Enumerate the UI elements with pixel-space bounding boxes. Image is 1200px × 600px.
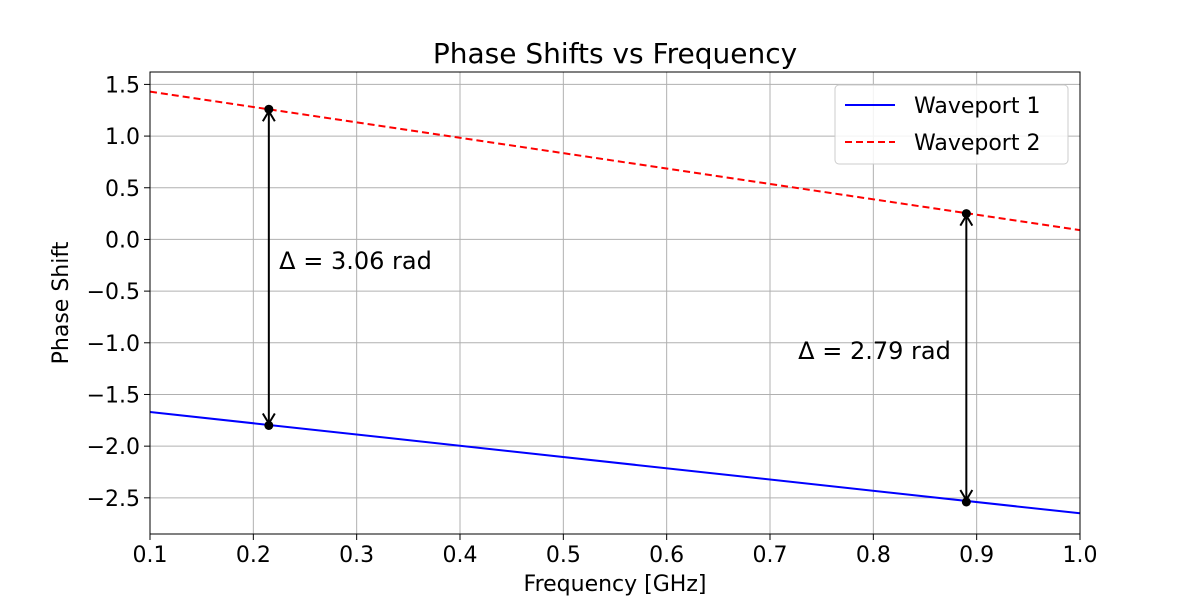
- y-axis-label: Phase Shift: [49, 241, 74, 364]
- delta-annotation-2-label: Δ = 2.79 rad: [798, 337, 951, 365]
- chart-title: Phase Shifts vs Frequency: [433, 37, 797, 70]
- y-axis-ticks: −2.5 −2.0 −1.5 −1.0 −0.5 0.0 0.5 1.0 1.5: [87, 73, 150, 512]
- x-tick-label: 0.9: [959, 543, 994, 568]
- x-axis-ticks: 0.1 0.2 0.3 0.4 0.5 0.6 0.7 0.8 0.9 1.0: [133, 534, 1098, 568]
- y-tick-label: 0.0: [105, 228, 140, 253]
- x-tick-label: 0.3: [339, 543, 374, 568]
- delta-annotation-2-marker-top: [961, 209, 971, 219]
- delta-annotation-1-label: Δ = 3.06 rad: [279, 247, 432, 275]
- y-tick-label: −1.5: [87, 383, 140, 408]
- y-tick-label: −1.0: [87, 332, 140, 357]
- series-line-waveport-2: [150, 90, 1080, 232]
- delta-annotation-1-marker-top: [264, 104, 274, 114]
- y-tick-label: −2.0: [87, 435, 140, 460]
- y-tick-label: 1.5: [105, 73, 140, 98]
- x-tick-label: 0.7: [753, 543, 788, 568]
- x-tick-label: 0.2: [236, 543, 271, 568]
- legend-label-waveport-2: Waveport 2: [914, 131, 1040, 156]
- plot-frame: [149, 71, 1081, 535]
- delta-annotation-2-marker-bottom: [961, 497, 971, 507]
- y-tick-label: 0.5: [105, 177, 140, 202]
- annotation-layer: Δ = 3.06 rad Δ = 2.79 rad: [261, 104, 974, 507]
- series-line-waveport-1: [150, 411, 1080, 515]
- x-tick-label: 0.5: [546, 543, 581, 568]
- delta-annotation-1-marker-bottom: [264, 420, 274, 430]
- x-tick-label: 0.8: [856, 543, 891, 568]
- y-tick-label: −2.5: [87, 487, 140, 512]
- x-axis-label: Frequency [GHz]: [524, 572, 707, 597]
- x-tick-label: 0.4: [443, 543, 478, 568]
- series-layer: [150, 90, 1080, 515]
- x-tick-label: 0.6: [649, 543, 684, 568]
- x-tick-label: 1.0: [1063, 543, 1098, 568]
- legend-label-waveport-1: Waveport 1: [914, 94, 1040, 119]
- y-tick-label: 1.0: [105, 125, 140, 150]
- legend: Waveport 1 Waveport 2: [834, 84, 1069, 165]
- y-tick-label: −0.5: [87, 280, 140, 305]
- x-tick-label: 0.1: [133, 543, 168, 568]
